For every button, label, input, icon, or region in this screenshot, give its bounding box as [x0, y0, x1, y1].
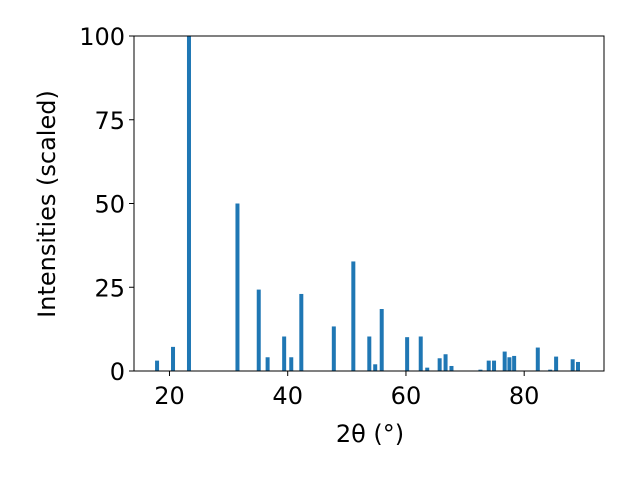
bar [443, 354, 448, 371]
x-tick-label: 80 [509, 382, 540, 410]
bar [575, 361, 580, 371]
x-tick-label: 20 [154, 382, 185, 410]
bar [256, 289, 261, 371]
bar [570, 359, 575, 371]
x-tick-label: 60 [391, 382, 422, 410]
y-axis-ticks: 0 25 50 75 100 [79, 23, 134, 386]
y-tick-label: 0 [110, 358, 125, 386]
bar [331, 326, 336, 371]
bar [449, 365, 454, 371]
bar [512, 355, 517, 371]
bar [502, 351, 507, 371]
y-tick-label: 25 [94, 274, 125, 302]
x-tick-label: 40 [272, 382, 303, 410]
bar [265, 357, 270, 371]
bar [548, 369, 553, 371]
bar [171, 346, 176, 371]
bar [235, 203, 240, 371]
y-tick-label: 75 [94, 107, 125, 135]
bar [186, 36, 191, 371]
bar [486, 360, 491, 371]
bar [492, 360, 497, 371]
bar [405, 337, 410, 371]
plot-frame [133, 35, 605, 372]
bar [373, 364, 378, 371]
y-tick-label: 50 [94, 191, 125, 219]
bar [367, 336, 372, 371]
bars-group [155, 36, 580, 371]
bar [282, 336, 287, 371]
bar [507, 357, 512, 371]
bar [437, 358, 442, 371]
bar [554, 356, 559, 371]
bar [418, 336, 423, 371]
bar [351, 261, 356, 371]
y-axis-label: Intensities (scaled) [33, 90, 61, 318]
bar [299, 293, 304, 371]
bar [289, 357, 294, 371]
x-axis-ticks: 20 40 60 80 [154, 371, 539, 410]
y-tick-label: 100 [79, 23, 125, 51]
bar [425, 367, 430, 371]
bar [379, 309, 384, 371]
bar [535, 347, 540, 371]
bar [155, 360, 160, 371]
bar [478, 369, 483, 371]
x-axis-label: 2θ (°) [336, 420, 404, 448]
